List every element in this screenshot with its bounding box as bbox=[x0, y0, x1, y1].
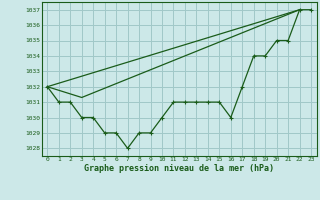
X-axis label: Graphe pression niveau de la mer (hPa): Graphe pression niveau de la mer (hPa) bbox=[84, 164, 274, 173]
